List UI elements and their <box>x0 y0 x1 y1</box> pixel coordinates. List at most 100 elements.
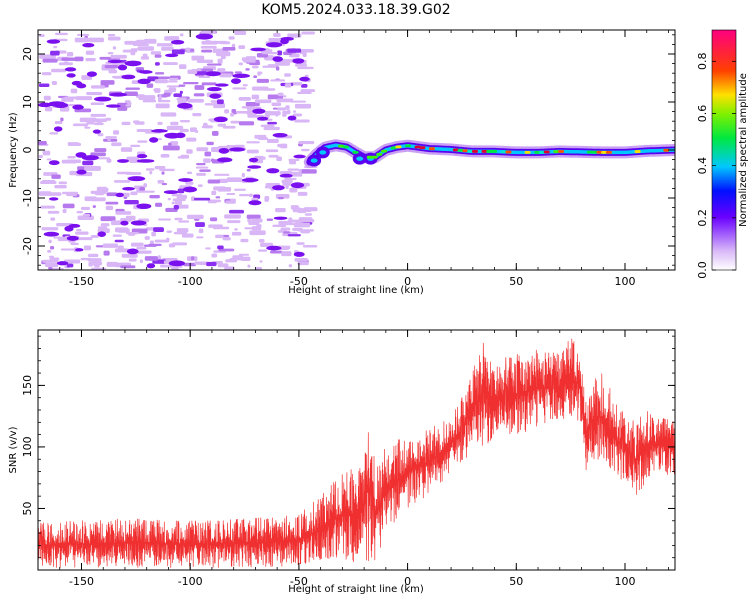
noise-speckle <box>186 137 197 142</box>
noise-speckle <box>290 100 307 103</box>
noise-hotspot <box>168 260 186 267</box>
noise-hotspot <box>149 137 159 143</box>
noise-hotspot <box>250 47 266 52</box>
noise-speckle <box>224 109 230 114</box>
noise-speckle <box>217 68 226 73</box>
noise-hotspot <box>280 38 289 45</box>
noise-speckle <box>278 59 295 63</box>
noise-hotspot <box>213 116 228 123</box>
noise-hotspot <box>81 155 99 161</box>
y-tick-label: 50 <box>21 501 34 515</box>
noise-speckle <box>246 168 251 172</box>
noise-speckle <box>231 108 237 113</box>
noise-speckle <box>58 62 73 66</box>
noise-speckle <box>240 256 251 262</box>
signal-trace-layer <box>303 139 675 168</box>
noise-speckle <box>142 99 157 103</box>
figure-title: KOM5.2024.033.18.39.G02 <box>261 2 450 18</box>
noise-hotspot <box>171 39 185 45</box>
noise-speckle <box>275 66 280 71</box>
noise-speckle <box>48 255 55 258</box>
noise-speckle <box>153 88 158 92</box>
noise-speckle <box>161 46 174 51</box>
noise-speckle <box>162 145 180 151</box>
colorbar-label: Normalized spectral amplitude <box>738 73 749 227</box>
noise-speckle <box>47 249 52 253</box>
noise-hotspot <box>206 87 222 92</box>
noise-speckle <box>87 37 104 43</box>
noise-speckle <box>234 188 246 191</box>
noise-speckle <box>166 125 184 131</box>
x-tick-label: -50 <box>290 275 308 288</box>
spectrogram-y-ticks: -20 -10 0 10 20 <box>21 34 675 266</box>
noise-hotspot <box>130 220 147 226</box>
noise-speckle <box>53 236 62 239</box>
noise-speckle <box>295 64 308 67</box>
noise-speckle <box>103 250 110 256</box>
noise-speckle <box>246 141 260 144</box>
noise-hotspot <box>46 39 61 44</box>
noise-speckle <box>167 197 171 201</box>
noise-speckle <box>191 196 196 202</box>
noise-hotspot <box>273 216 288 220</box>
noise-speckle <box>67 156 76 159</box>
noise-speckle <box>163 62 178 66</box>
noise-speckle <box>181 233 194 238</box>
noise-speckle <box>90 152 106 157</box>
noise-speckle <box>83 245 91 251</box>
noise-speckle <box>125 87 140 90</box>
snr-y-axis-label: SNR (v/v) <box>8 426 19 473</box>
noise-speckle <box>41 227 59 231</box>
noise-speckle <box>82 160 94 166</box>
x-tick-label: -150 <box>69 275 94 288</box>
noise-hotspot <box>105 104 121 108</box>
noise-speckle <box>171 201 175 205</box>
noise-speckle <box>207 179 221 184</box>
noise-speckle <box>105 205 114 211</box>
colorbar-tick-label: 0.8 <box>696 53 709 71</box>
noise-speckle <box>200 45 217 49</box>
noise-speckle <box>108 69 118 74</box>
snr-x-ticks: -150 -100 -50 0 50 100 <box>37 330 669 588</box>
noise-speckle <box>51 81 57 86</box>
noise-speckle <box>245 68 250 71</box>
noise-speckle <box>38 83 50 88</box>
noise-speckle <box>74 37 89 43</box>
noise-speckle <box>158 218 171 221</box>
noise-speckle <box>124 40 135 45</box>
noise-speckle <box>300 89 316 93</box>
noise-speckle <box>261 52 278 55</box>
noise-speckle <box>111 142 122 147</box>
noise-hotspot <box>266 245 282 251</box>
noise-speckle <box>130 191 138 196</box>
signal-peak <box>405 144 412 148</box>
noise-speckle <box>207 199 217 204</box>
colorbar-tick-label: 0.6 <box>696 105 709 123</box>
noise-hotspot <box>205 71 221 77</box>
noise-speckle <box>161 171 165 175</box>
noise-speckle <box>48 239 52 244</box>
noise-speckle <box>160 112 177 117</box>
noise-speckle <box>117 106 128 111</box>
x-tick-label: 100 <box>614 575 635 588</box>
noise-hotspot <box>146 263 156 269</box>
noise-speckle <box>102 243 118 248</box>
noise-speckle <box>272 224 287 228</box>
noise-speckle <box>105 136 117 139</box>
noise-speckle <box>60 117 64 122</box>
noise-hotspot <box>292 58 305 64</box>
noise-speckle <box>42 150 51 156</box>
signal-peak <box>538 150 545 154</box>
noise-speckle <box>238 45 246 50</box>
noise-speckle <box>194 197 211 201</box>
noise-speckle <box>290 160 295 165</box>
noise-speckle <box>80 206 90 211</box>
signal-peak <box>558 150 565 153</box>
noise-speckle <box>258 137 269 140</box>
noise-speckle <box>247 264 251 268</box>
noise-speckle <box>219 73 232 78</box>
noise-speckle <box>43 95 51 101</box>
noise-speckle <box>218 248 235 252</box>
noise-speckle <box>90 102 105 106</box>
noise-hotspot <box>43 231 60 237</box>
